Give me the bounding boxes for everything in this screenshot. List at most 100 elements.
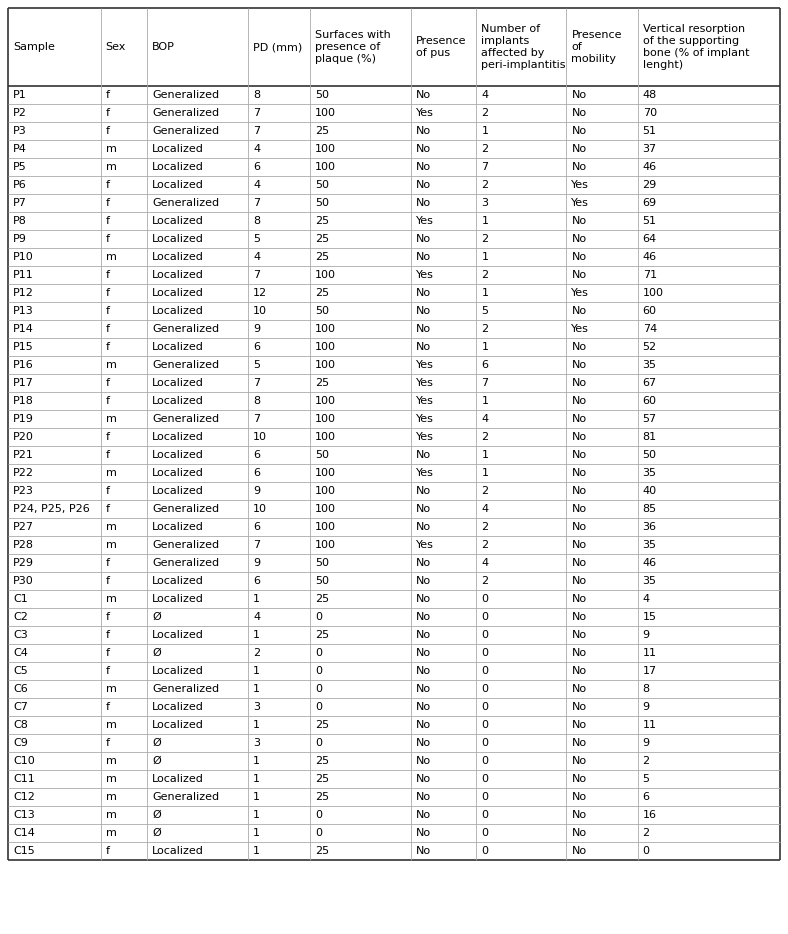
Text: Localized: Localized [152, 288, 204, 298]
Text: No: No [416, 720, 431, 730]
Text: 48: 48 [642, 90, 657, 100]
Text: 2: 2 [253, 648, 260, 658]
Text: 0: 0 [481, 828, 489, 838]
Text: No: No [416, 252, 431, 262]
Text: 0: 0 [315, 738, 322, 748]
Text: P27: P27 [13, 522, 34, 532]
Text: No: No [571, 576, 586, 586]
Text: 10: 10 [253, 306, 267, 316]
Text: 0: 0 [642, 846, 649, 856]
Text: Localized: Localized [152, 270, 204, 280]
Text: 100: 100 [315, 414, 336, 424]
Text: 4: 4 [253, 612, 260, 622]
Text: C15: C15 [13, 846, 35, 856]
Text: No: No [571, 612, 586, 622]
Text: No: No [416, 144, 431, 154]
Text: 2: 2 [481, 270, 489, 280]
Text: 46: 46 [642, 558, 656, 568]
Text: 100: 100 [315, 324, 336, 334]
Text: P10: P10 [13, 252, 34, 262]
Text: C7: C7 [13, 702, 28, 712]
Text: C9: C9 [13, 738, 28, 748]
Text: P29: P29 [13, 558, 34, 568]
Text: 100: 100 [315, 432, 336, 442]
Text: 2: 2 [481, 144, 489, 154]
Text: 2: 2 [481, 576, 489, 586]
Text: Localized: Localized [152, 666, 204, 676]
Text: 0: 0 [315, 828, 322, 838]
Text: No: No [416, 342, 431, 352]
Text: No: No [571, 504, 586, 514]
Text: C3: C3 [13, 630, 28, 640]
Text: No: No [571, 810, 586, 820]
Text: Localized: Localized [152, 234, 204, 244]
Text: 9: 9 [642, 630, 650, 640]
Text: P30: P30 [13, 576, 34, 586]
Text: 7: 7 [253, 540, 260, 550]
Text: m: m [106, 756, 117, 766]
Text: 0: 0 [315, 666, 322, 676]
Text: P22: P22 [13, 468, 34, 478]
Text: 35: 35 [642, 576, 656, 586]
Text: 7: 7 [253, 270, 260, 280]
Text: 25: 25 [315, 630, 329, 640]
Text: No: No [571, 558, 586, 568]
Text: No: No [571, 756, 586, 766]
Text: m: m [106, 144, 117, 154]
Text: 6: 6 [481, 360, 489, 370]
Text: Generalized: Generalized [152, 108, 219, 118]
Text: Yes: Yes [416, 540, 434, 550]
Text: Localized: Localized [152, 378, 204, 388]
Text: No: No [571, 774, 586, 784]
Text: 8: 8 [253, 90, 260, 100]
Text: Ø: Ø [152, 612, 161, 622]
Text: 50: 50 [315, 558, 329, 568]
Text: 51: 51 [642, 216, 656, 226]
Text: P18: P18 [13, 396, 34, 406]
Text: 0: 0 [481, 666, 489, 676]
Text: No: No [571, 594, 586, 604]
Text: 50: 50 [642, 450, 656, 460]
Text: 7: 7 [253, 414, 260, 424]
Text: 3: 3 [253, 702, 260, 712]
Text: 9: 9 [253, 486, 260, 496]
Text: m: m [106, 684, 117, 694]
Text: 17: 17 [642, 666, 656, 676]
Text: C6: C6 [13, 684, 28, 694]
Text: f: f [106, 576, 110, 586]
Text: No: No [571, 378, 586, 388]
Text: No: No [416, 756, 431, 766]
Text: Localized: Localized [152, 630, 204, 640]
Text: No: No [571, 270, 586, 280]
Text: f: f [106, 432, 110, 442]
Text: 100: 100 [315, 360, 336, 370]
Text: 4: 4 [253, 144, 260, 154]
Text: 1: 1 [481, 216, 489, 226]
Text: 35: 35 [642, 360, 656, 370]
Text: Yes: Yes [416, 360, 434, 370]
Text: 46: 46 [642, 162, 656, 172]
Text: 9: 9 [642, 738, 650, 748]
Text: 4: 4 [642, 594, 650, 604]
Text: Localized: Localized [152, 342, 204, 352]
Text: Yes: Yes [416, 432, 434, 442]
Text: 29: 29 [642, 180, 657, 190]
Text: 100: 100 [315, 522, 336, 532]
Text: 57: 57 [642, 414, 656, 424]
Text: No: No [416, 666, 431, 676]
Text: 2: 2 [481, 540, 489, 550]
Text: No: No [571, 126, 586, 136]
Text: P1: P1 [13, 90, 27, 100]
Text: Generalized: Generalized [152, 324, 219, 334]
Text: P9: P9 [13, 234, 27, 244]
Text: 6: 6 [253, 576, 260, 586]
Text: f: f [106, 630, 110, 640]
Text: 0: 0 [481, 774, 489, 784]
Text: No: No [416, 630, 431, 640]
Text: No: No [571, 486, 586, 496]
Text: No: No [571, 540, 586, 550]
Text: Yes: Yes [416, 108, 434, 118]
Text: 0: 0 [315, 810, 322, 820]
Text: No: No [416, 558, 431, 568]
Text: 7: 7 [253, 108, 260, 118]
